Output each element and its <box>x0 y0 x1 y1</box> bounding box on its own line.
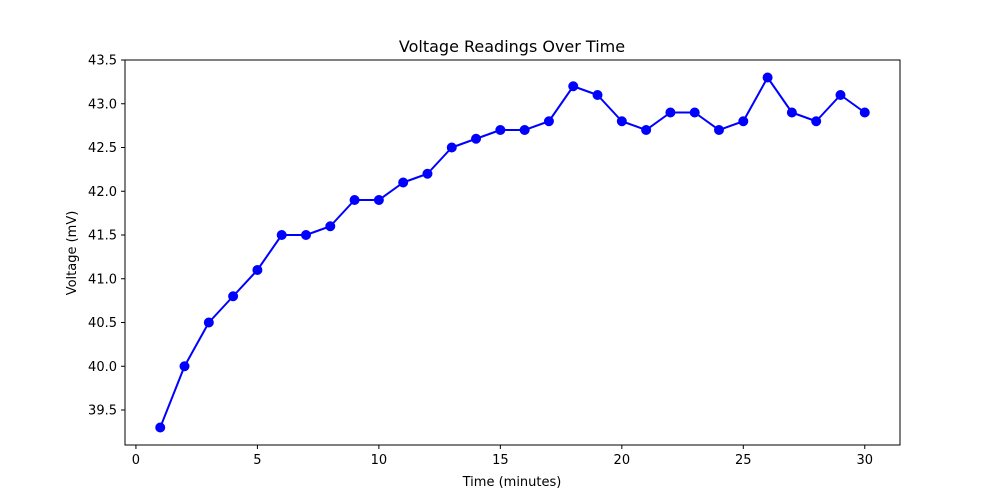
plot-area-frame <box>124 59 901 446</box>
data-point <box>665 107 676 118</box>
x-tick-label: 15 <box>492 453 509 468</box>
data-point <box>592 90 603 100</box>
data-point <box>495 125 506 135</box>
data-point <box>519 125 530 135</box>
data-point <box>641 125 652 135</box>
y-tick-label: 40.5 <box>88 316 117 331</box>
data-point <box>543 116 554 127</box>
x-tick-label: 20 <box>614 453 631 468</box>
data-point <box>422 168 433 179</box>
y-tick-label: 41.0 <box>88 272 117 287</box>
data-point <box>738 116 749 127</box>
y-tick-label: 40.0 <box>88 360 117 375</box>
data-point <box>471 133 482 144</box>
data-point <box>252 265 263 275</box>
data-point <box>325 221 336 232</box>
data-point <box>203 317 214 328</box>
data-point <box>179 361 190 372</box>
x-tick-label: 5 <box>253 453 261 468</box>
data-point <box>714 125 724 135</box>
data-point <box>228 291 239 302</box>
data-point <box>762 72 773 83</box>
data-point <box>835 90 846 100</box>
y-tick-label: 43.5 <box>88 54 117 69</box>
data-point <box>276 230 287 240</box>
data-point <box>859 107 870 118</box>
data-point <box>301 230 311 240</box>
y-axis-title: Voltage (mV) <box>65 211 80 296</box>
x-axis-title: Time (minutes) <box>462 475 562 490</box>
data-point <box>349 195 360 205</box>
x-tick-label: 25 <box>735 453 752 468</box>
data-point <box>689 107 700 118</box>
data-series <box>155 72 870 433</box>
x-tick-label: 30 <box>856 453 873 468</box>
data-point <box>155 422 166 433</box>
y-tick-label: 43.0 <box>88 97 117 112</box>
data-point <box>398 177 409 188</box>
data-point <box>786 107 797 118</box>
y-tick-label: 41.5 <box>88 229 117 244</box>
series-line <box>159 76 866 428</box>
y-tick-label: 42.5 <box>88 141 117 156</box>
data-point <box>446 142 457 153</box>
chart-title: Voltage Readings Over Time <box>399 37 625 56</box>
x-tick-label: 0 <box>132 453 140 468</box>
data-point <box>616 116 627 127</box>
data-point <box>373 195 384 205</box>
y-tick-label: 42.0 <box>88 185 117 200</box>
x-tick-label: 10 <box>371 453 388 468</box>
y-tick-label: 39.5 <box>88 404 117 419</box>
axis-ticks: 0 5 10 15 20 25 30 39.5 40.0 40.5 41.0 41.5 42.0 42.5… <box>88 54 873 469</box>
data-point <box>568 81 579 92</box>
data-point <box>811 116 822 127</box>
